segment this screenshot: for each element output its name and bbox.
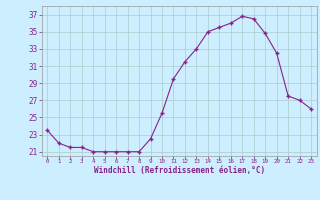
X-axis label: Windchill (Refroidissement éolien,°C): Windchill (Refroidissement éolien,°C) [94,166,265,175]
